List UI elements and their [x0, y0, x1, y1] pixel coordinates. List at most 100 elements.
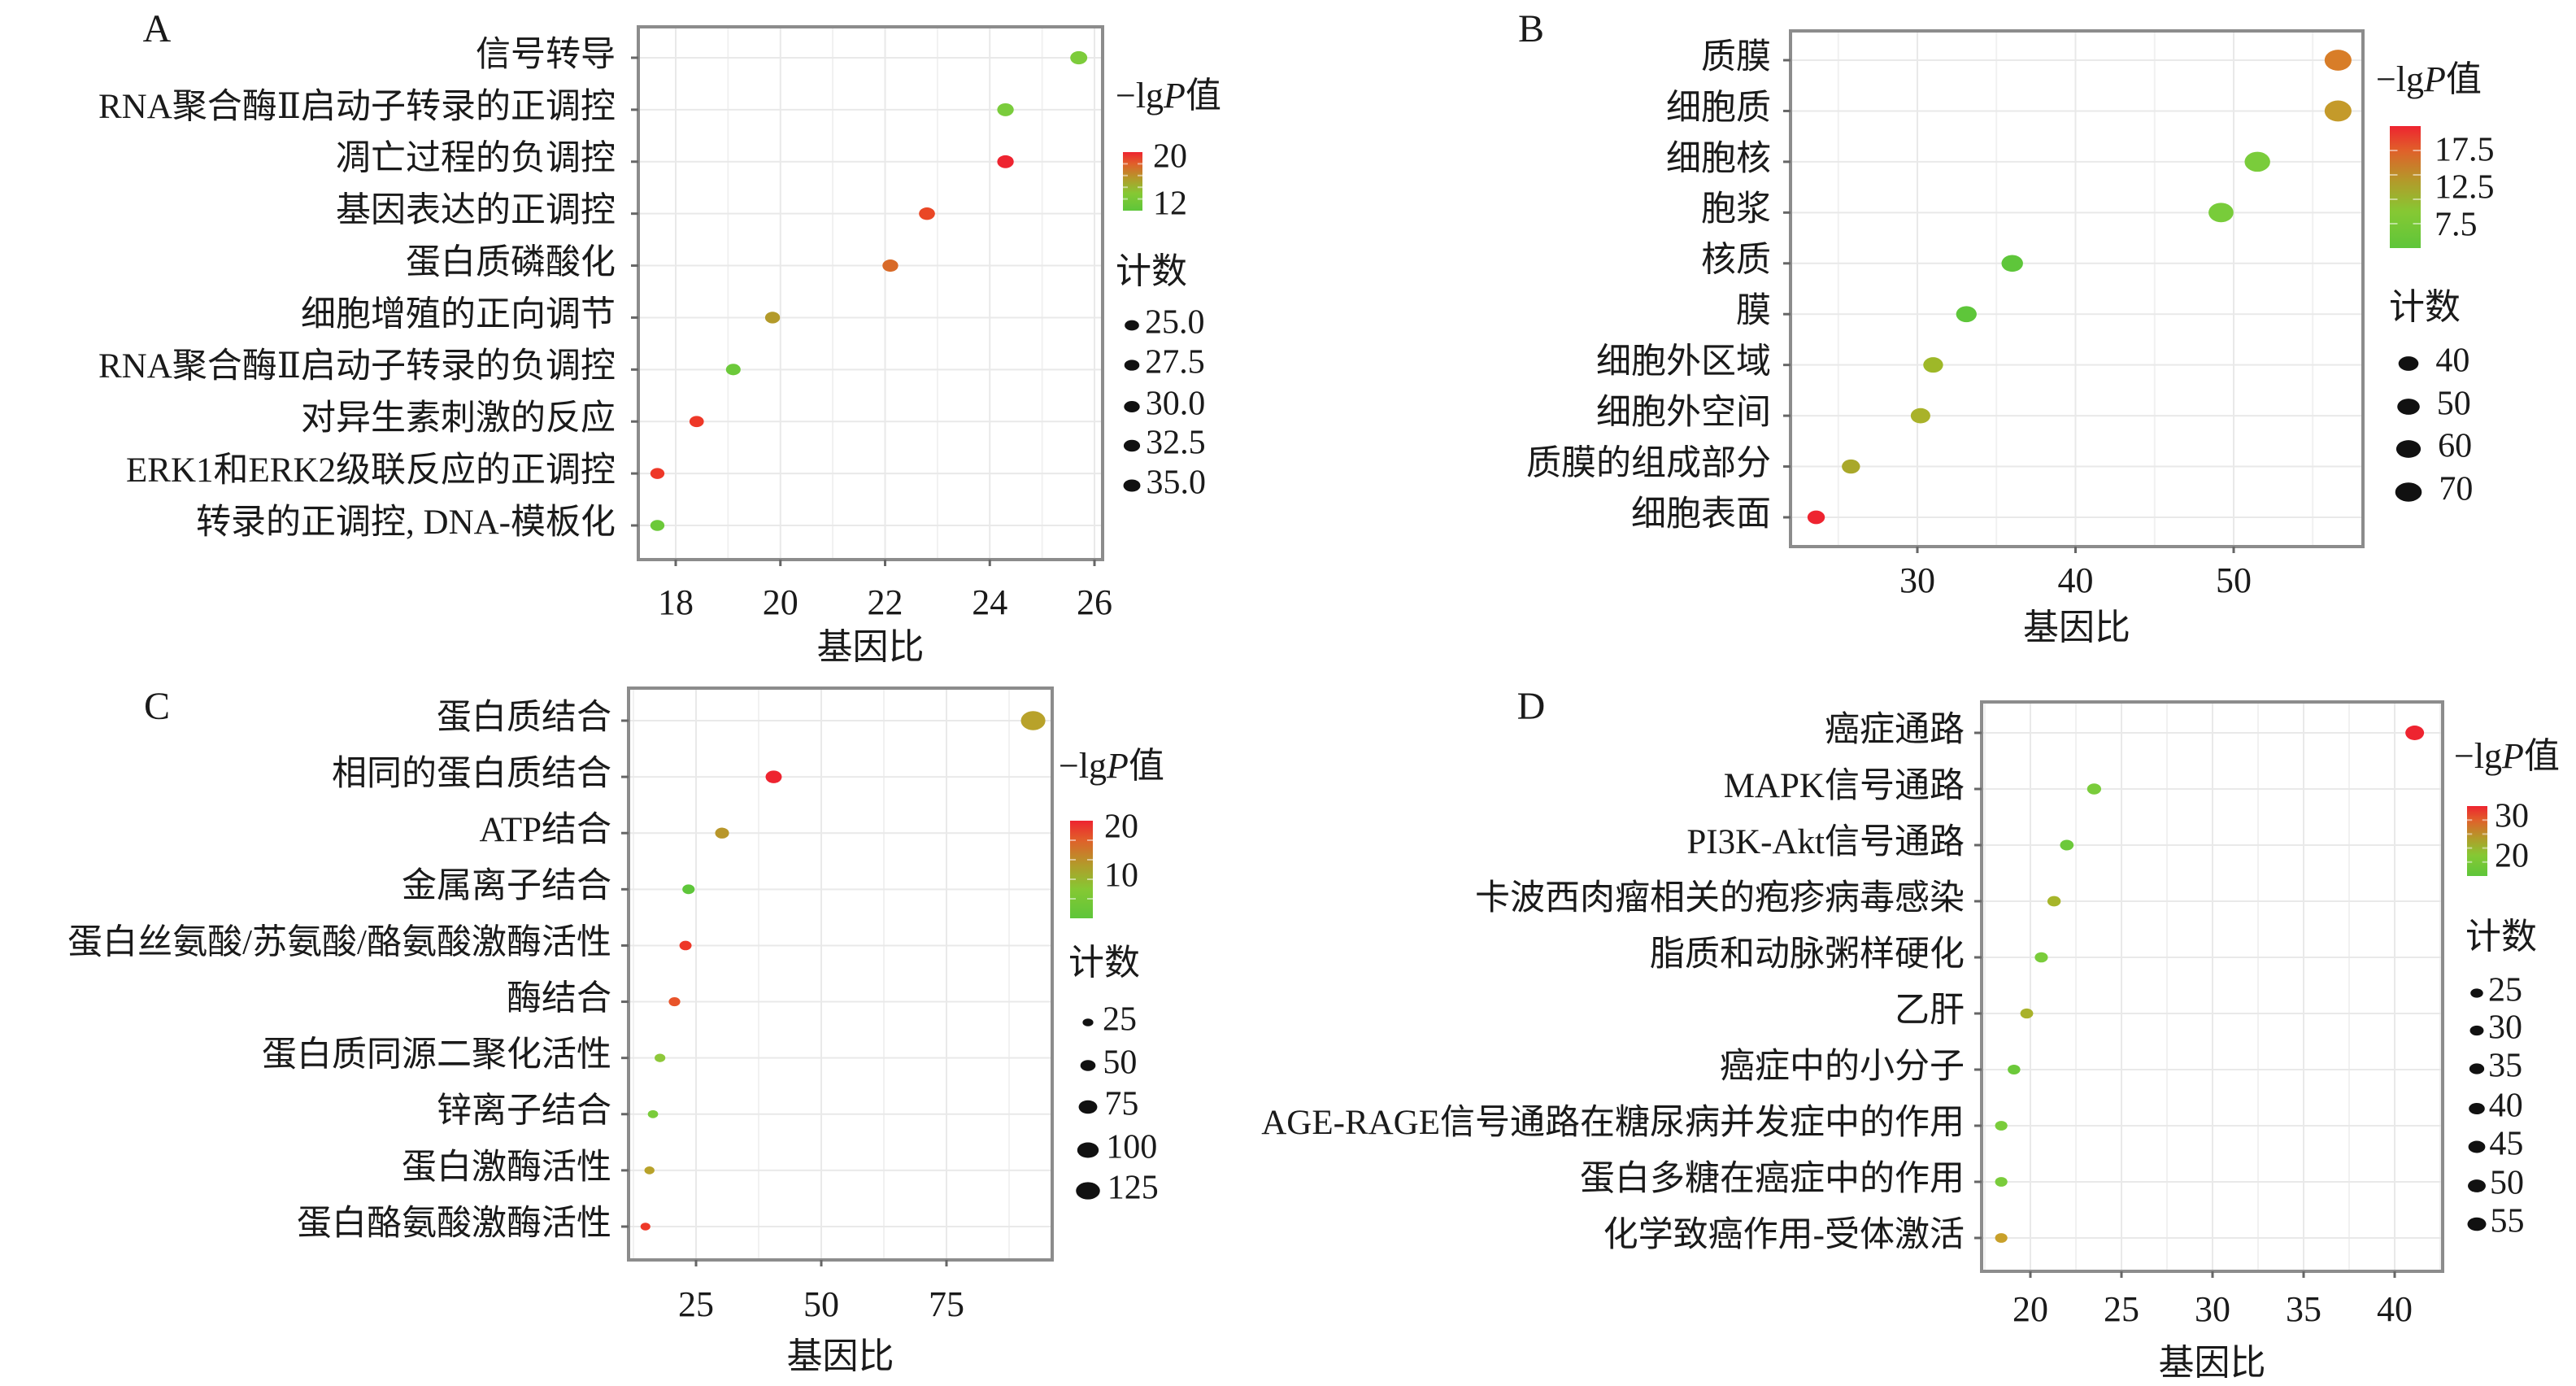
color-legend-title: −lgP值 — [2376, 59, 2482, 99]
x-tick-label: 25 — [2104, 1289, 2139, 1329]
data-point — [2060, 839, 2074, 851]
legend-title-prefix: −lg — [2454, 736, 2502, 776]
y-tick-label: MAPK信号通路 — [1724, 767, 1965, 805]
colorbar — [1123, 152, 1142, 211]
data-point — [679, 940, 692, 951]
color-legend-title: −lgP值 — [1059, 746, 1164, 786]
data-point — [1995, 1233, 2008, 1243]
size-legend-dot — [2395, 482, 2422, 502]
x-tick-label: 50 — [2216, 560, 2252, 600]
y-tick-label: 细胞外区域 — [1596, 343, 1771, 381]
x-tick-label: 75 — [929, 1284, 964, 1324]
size-legend-dot — [2470, 988, 2483, 998]
x-tick-label: 26 — [1077, 582, 1112, 622]
x-tick-label: 40 — [2377, 1289, 2413, 1329]
size-legend-label: 50 — [1103, 1044, 1137, 1082]
size-legend-label: 70 — [2439, 471, 2473, 508]
data-point — [1020, 711, 1046, 730]
data-point — [997, 155, 1014, 168]
y-tick-label: 蛋白质结合 — [437, 699, 611, 737]
panel-d: D 癌症通路 MAPK信号通路 PI3K-Akt信号通路卡波西肉瘤相关的疱疹病毒感染脂… — [1261, 685, 2560, 1383]
legend-title-prefix: −lg — [1059, 746, 1107, 786]
x-tick-label: 20 — [2012, 1289, 2048, 1329]
data-point — [644, 1166, 655, 1175]
y-tick-label: RNA聚合酶Ⅱ启动子转录的正调控 — [98, 88, 616, 126]
data-point — [715, 827, 729, 839]
panel-a: A 信号转导 RNA聚合酶Ⅱ启动子转录的正调控凋亡过程的负调控基因表达的正调控蛋白质… — [98, 7, 1221, 667]
y-tick-label: AGE-RAGE信号通路在糖尿病并发症中的作用 — [1261, 1104, 1965, 1142]
data-point — [650, 468, 665, 479]
data-point — [668, 997, 681, 1007]
data-point — [1923, 357, 1943, 373]
y-tick-label: 蛋白酪氨酸激酶活性 — [297, 1205, 611, 1243]
x-tick-label: 35 — [2286, 1289, 2321, 1329]
legend-title-suffix: 值 — [2524, 736, 2560, 776]
size-legend-label: 50 — [2490, 1165, 2524, 1202]
colorbar-label: 10 — [1104, 857, 1138, 895]
size-legend-label: 50 — [2437, 386, 2471, 423]
legend-title-suffix: 值 — [1186, 76, 1221, 116]
size-legend-label: 75 — [1104, 1086, 1138, 1123]
y-tick-label: ATP结合 — [480, 811, 611, 849]
y-tick-label: 化学致癌作用-受体激活 — [1603, 1215, 1965, 1254]
plot-frame — [637, 25, 1104, 561]
color-legend-title: −lgP值 — [2454, 736, 2560, 776]
colorbar-label: 12 — [1153, 185, 1187, 223]
size-legend-label: 30 — [2488, 1009, 2522, 1047]
colorbar-label: 20 — [2495, 838, 2529, 875]
panel-letter: B — [1518, 7, 1544, 50]
y-tick-label: 细胞核 — [1666, 140, 1771, 178]
y-tick-label: 信号转导 — [476, 36, 616, 74]
data-point — [1910, 408, 1930, 424]
colorbar-label: 17.5 — [2435, 132, 2495, 169]
y-tick-label: 癌症中的小分子 — [1720, 1047, 1965, 1086]
size-legend-dot — [2469, 1025, 2484, 1036]
y-tick-label: 蛋白质同源二聚化活性 — [262, 1036, 611, 1074]
y-tick-label: 细胞质 — [1666, 89, 1771, 127]
y-tick-label: 蛋白丝氨酸/苏氨酸/酪氨酸激酶活性 — [67, 923, 611, 961]
size-legend-dot — [2467, 1217, 2487, 1231]
size-legend-label: 125 — [1107, 1170, 1159, 1207]
size-legend-dot — [2468, 1179, 2486, 1192]
size-legend-dot — [1078, 1100, 1098, 1114]
colorbar — [2390, 126, 2421, 248]
y-tick-label: 卡波西肉瘤相关的疱疹病毒感染 — [1475, 878, 1965, 917]
y-tick-label: 酶结合 — [507, 979, 611, 1018]
x-axis-title: 基因比 — [817, 627, 925, 667]
data-point — [2208, 203, 2234, 223]
y-tick-label: 膜 — [1736, 292, 1771, 330]
y-tick-label: 核质 — [1701, 242, 1771, 280]
size-legend-dot — [2469, 1063, 2485, 1074]
y-tick-label: 细胞表面 — [1631, 495, 1771, 534]
colorbar-label: 12.5 — [2435, 169, 2495, 207]
data-point — [2001, 255, 2023, 272]
legend-title-prefix: −lg — [2376, 59, 2424, 99]
size-legend-dot — [1124, 401, 1140, 412]
data-point — [1070, 50, 1088, 65]
x-tick-label: 40 — [2058, 560, 2094, 600]
x-axis-title: 基因比 — [2159, 1343, 2266, 1383]
data-point — [764, 312, 781, 324]
colorbar — [1070, 821, 1093, 918]
size-legend-title: 计数 — [2389, 287, 2461, 327]
size-legend-label: 27.5 — [1145, 344, 1205, 381]
y-tick-label: 蛋白质磷酸化 — [406, 243, 616, 281]
data-point — [1842, 459, 1860, 474]
y-tick-label: 凋亡过程的负调控 — [336, 140, 616, 178]
y-tick-label: 金属离子结合 — [402, 866, 611, 905]
y-tick-label: 胞浆 — [1701, 190, 1771, 229]
plot-area — [1791, 31, 2363, 547]
data-point — [2405, 726, 2425, 740]
y-tick-label: 锌离子结合 — [437, 1092, 611, 1131]
data-point — [997, 102, 1014, 116]
size-legend-label: 35.0 — [1146, 464, 1206, 502]
legend-title-suffix: 值 — [1129, 746, 1164, 786]
data-point — [919, 207, 935, 220]
data-point — [1995, 1177, 2008, 1187]
size-legend-label: 25 — [2488, 972, 2522, 1009]
size-legend-dot — [1123, 439, 1141, 452]
x-axis-title: 基因比 — [2023, 608, 2130, 647]
data-point — [2047, 896, 2061, 907]
y-tick-label: 细胞外空间 — [1596, 394, 1771, 432]
